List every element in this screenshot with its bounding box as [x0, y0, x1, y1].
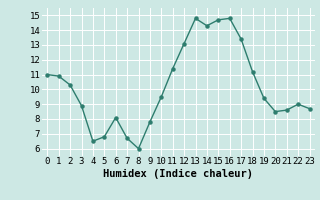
- X-axis label: Humidex (Indice chaleur): Humidex (Indice chaleur): [103, 169, 253, 179]
